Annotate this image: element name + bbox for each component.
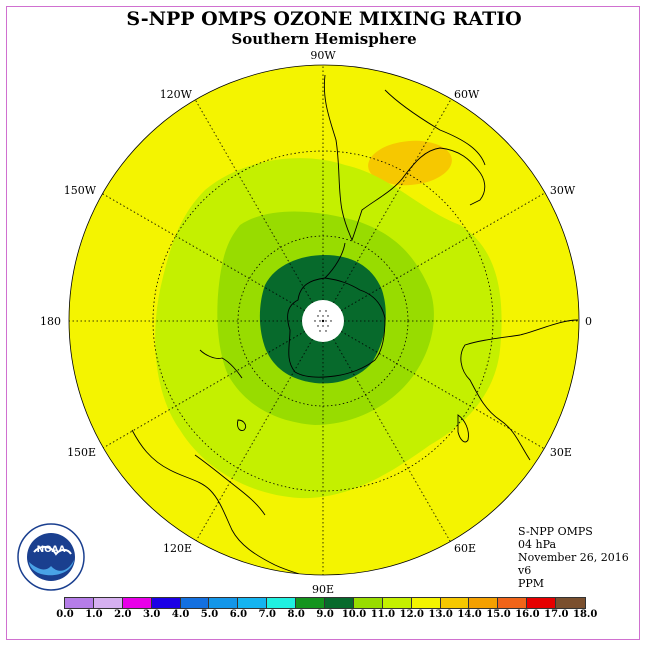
coast-australia-south [194, 454, 266, 516]
longitude-labels: 0 30W 60W 90W 120W 150W 180 150E 120E 90E 60E 30E [40, 49, 592, 596]
logo-text: NOAA [37, 545, 66, 555]
lon-label-90e: 90E [312, 583, 334, 596]
ozone-field [69, 66, 579, 575]
lon-label-30e: 30E [550, 446, 572, 459]
lon-label-120e: 120E [163, 542, 192, 555]
coast-new-zealand [199, 349, 243, 379]
coast-tasmania [237, 419, 247, 431]
meridian-line [333, 338, 451, 543]
colorbar-box [209, 598, 239, 608]
meridian-line [101, 193, 306, 311]
info-date: November 26, 2016 [518, 551, 629, 564]
colorbar-tick-label: 15.0 [486, 609, 511, 620]
colorbar-box [556, 598, 586, 608]
graticule [69, 66, 578, 575]
colorbar-tick-label: 12.0 [399, 609, 424, 620]
colorbar-box [527, 598, 557, 608]
high-ozone-patch [368, 140, 452, 186]
lon-label-30w: 30W [550, 184, 576, 197]
colorbar-tick-label: 10.0 [341, 609, 367, 620]
map-border [68, 64, 580, 576]
lon-label-60e: 60E [454, 542, 476, 555]
meridian-line [333, 99, 451, 304]
coast-south-america [323, 74, 486, 242]
pole-stipple [314, 310, 332, 332]
colorbar-box [353, 598, 383, 608]
info-level: 04 hPa [518, 538, 557, 551]
colorbar-tick-label: 1.0 [85, 609, 103, 620]
figure-frame [6, 6, 640, 640]
lon-label-0: 0 [585, 315, 592, 328]
colorbar-tick-label: 5.0 [200, 609, 219, 620]
colorbar [64, 597, 587, 609]
colorbar-box [267, 598, 297, 608]
map-title: S-NPP OMPS OZONE MIXING RATIO [126, 8, 522, 30]
colorbar-tick-label: 18.0 [573, 609, 598, 620]
lon-label-120w: 120W [160, 88, 193, 101]
colorbar-tick-label: 9.0 [316, 609, 334, 620]
coast-south-america-east [384, 89, 486, 166]
colorbar-box [122, 598, 152, 608]
noaa-logo: NOAA [16, 522, 86, 592]
colorbar-box [411, 598, 441, 608]
lon-label-90w: 90W [310, 49, 336, 62]
colorbar-tick-label: 14.0 [457, 609, 482, 620]
lon-label-180: 180 [40, 315, 61, 328]
colorbar-tick-label: 13.0 [428, 609, 453, 620]
colorbar-tick-label: 16.0 [515, 609, 540, 620]
colorbar-box [469, 598, 499, 608]
colorbar-box [238, 598, 268, 608]
coast-australia [131, 429, 316, 575]
colorbar-tick-label: 6.0 [229, 609, 248, 620]
coastlines [131, 74, 579, 575]
colorbar-box [93, 598, 123, 608]
colorbar-box [325, 598, 354, 608]
colorbar-tick-label: 11.0 [370, 609, 396, 620]
meridian-line [195, 99, 313, 304]
colorbar-box [498, 598, 528, 608]
coast-antarctic-peninsula [324, 242, 346, 279]
colorbar-tick-label: 2.0 [114, 609, 132, 620]
info-version: v6 [518, 564, 532, 577]
meridian-line [101, 331, 306, 449]
colorbar-tick-label: 8.0 [287, 609, 305, 620]
info-instrument: S-NPP OMPS [518, 525, 593, 538]
map-subtitle: Southern Hemisphere [231, 30, 417, 48]
noaa-seal-icon: NOAA [17, 523, 85, 591]
coast-africa [460, 319, 579, 461]
lon-label-150e: 150E [67, 446, 96, 459]
meridian-line [340, 331, 545, 449]
info-units: PPM [518, 577, 545, 590]
colorbar-box [296, 598, 326, 608]
coast-antarctica [287, 277, 386, 378]
colorbar-box [151, 598, 181, 608]
info-block: S-NPP OMPS 04 hPa November 26, 2016 v6 P… [518, 525, 629, 590]
colorbar-box [180, 598, 210, 608]
lon-label-60w: 60W [454, 88, 480, 101]
meridian-line [340, 193, 545, 311]
meridian-line [195, 338, 313, 543]
colorbar-box [440, 598, 470, 608]
colorbar-box [382, 598, 412, 608]
coast-madagascar [457, 414, 469, 443]
colorbar-tick-label: 4.0 [171, 609, 190, 620]
colorbar-box [65, 598, 94, 608]
colorbar-tick-label: 17.0 [544, 609, 569, 620]
colorbar-tick-label: 7.0 [258, 609, 276, 620]
colorbar-tick-label: 0.0 [56, 609, 74, 620]
lon-label-150w: 150W [64, 184, 97, 197]
colorbar-tick-label: 3.0 [142, 609, 161, 620]
